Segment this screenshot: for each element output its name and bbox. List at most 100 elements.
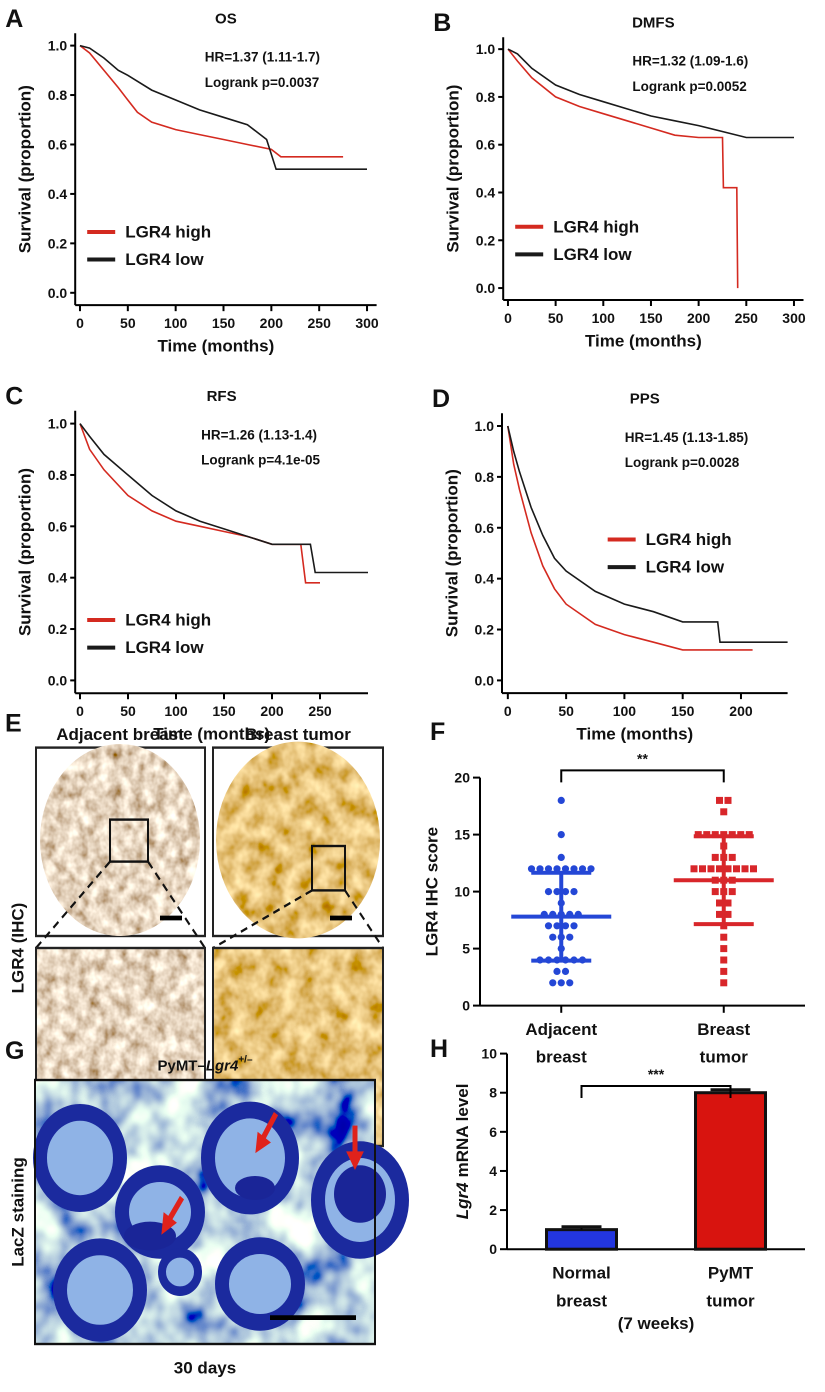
panel-label: C — [5, 382, 23, 410]
x-tick-label: 100 — [164, 703, 188, 719]
annotation: HR=1.32 (1.09-1.6) — [632, 54, 748, 69]
legend-label: LGR4 low — [553, 245, 632, 264]
x-tick-label: 150 — [212, 315, 236, 331]
dot — [724, 910, 732, 918]
x-tick-label: breast — [536, 1048, 587, 1067]
dot — [544, 888, 553, 896]
y-axis-label: Survival (proportion) — [443, 469, 462, 637]
legend-label: LGR4 low — [646, 558, 725, 577]
annotation: Logrank p=0.0037 — [205, 75, 319, 90]
dot — [728, 888, 736, 896]
significance: ** — [637, 750, 648, 766]
dot — [578, 865, 587, 873]
title-superscript: +/– — [238, 1054, 253, 1065]
x-tick-label: 100 — [592, 310, 616, 326]
dot — [536, 865, 544, 873]
dot — [549, 933, 557, 941]
dot — [716, 910, 723, 918]
legend-label: LGR4 high — [646, 530, 732, 549]
y-tick-label: 1.0 — [476, 41, 496, 57]
x-tick-label: 0 — [504, 703, 512, 719]
dot — [716, 865, 723, 873]
dot — [720, 945, 728, 953]
dot — [750, 865, 757, 873]
dot — [561, 888, 570, 896]
dot — [720, 967, 728, 975]
y-tick-label: 5 — [462, 941, 470, 957]
chart-title: RFS — [207, 388, 237, 405]
x-tick-label: 150 — [212, 703, 236, 719]
y-tick-label: 8 — [489, 1085, 497, 1101]
y-tick-label: 1.0 — [475, 418, 495, 434]
chart-title: DMFS — [632, 14, 675, 31]
x-tick-label: Adjacent — [525, 1020, 597, 1039]
annotation: Logrank p=0.0052 — [632, 79, 746, 94]
x-tick-label: 50 — [548, 310, 564, 326]
dot — [724, 796, 732, 804]
x-tick-label: 0 — [504, 310, 512, 326]
image-y-label: LacZ staining — [9, 1157, 28, 1267]
dot — [720, 956, 728, 964]
zoom-lines — [35, 860, 384, 950]
y-tick-label: 0.4 — [48, 186, 68, 202]
dot — [557, 831, 565, 839]
y-tick-label: 0 — [489, 1241, 497, 1257]
bar — [545, 1228, 618, 1251]
dot — [707, 865, 715, 873]
dot — [741, 865, 749, 873]
x-tick-label: PyMT — [708, 1264, 754, 1283]
y-tick-label: 0.0 — [48, 672, 68, 688]
y-tick-label: 0.2 — [476, 232, 496, 248]
dot — [728, 853, 736, 861]
zoom-box — [109, 818, 149, 863]
arrows — [161, 1111, 364, 1235]
x-tick-label: 50 — [120, 315, 136, 331]
dot — [711, 888, 719, 896]
x-axis-label: Time (months) — [153, 725, 270, 744]
x-tick-label: 100 — [164, 315, 188, 331]
survival-curve — [79, 44, 344, 158]
panel-label: H — [430, 1035, 448, 1063]
y-tick-label: 0.6 — [48, 518, 68, 534]
legend-label: LGR4 low — [125, 638, 204, 657]
panel-label: D — [432, 385, 450, 413]
x-tick-label: tumor — [706, 1291, 755, 1310]
y-label-gene: Lgr4 — [453, 1182, 472, 1219]
x-tick-label: 200 — [260, 315, 284, 331]
dot — [720, 808, 728, 816]
survival-curve — [507, 425, 788, 643]
y-axis-label: Survival (proportion) — [16, 85, 35, 253]
panel-label: B — [433, 9, 451, 37]
dot — [690, 865, 698, 873]
dot — [720, 933, 728, 941]
dot — [570, 888, 578, 896]
x-tick-label: 50 — [558, 703, 574, 719]
x-tick-label: 200 — [260, 703, 284, 719]
dot — [561, 865, 570, 873]
y-tick-label: 0.8 — [475, 469, 495, 485]
y-tick-label: 10 — [481, 1046, 497, 1062]
x-tick-label: 100 — [613, 703, 637, 719]
y-tick-label: 0.2 — [475, 622, 495, 638]
y-tick-label: 1.0 — [48, 416, 68, 432]
y-tick-label: 0.4 — [476, 184, 496, 200]
title-gene: Lgr4 — [206, 1057, 239, 1074]
survival-curve — [507, 48, 739, 289]
y-tick-label: 0.2 — [48, 621, 68, 637]
y-tick-label: 4 — [489, 1163, 497, 1179]
survival-curve — [79, 44, 367, 170]
dot — [724, 899, 732, 907]
y-tick-label: 0.8 — [476, 89, 496, 105]
image-artwork — [33, 741, 409, 1346]
annotation: Logrank p=4.1e-05 — [201, 452, 320, 467]
dot — [570, 865, 578, 873]
panel-label: G — [5, 1037, 24, 1065]
survival-curve — [507, 425, 753, 651]
panel-label: F — [430, 718, 445, 746]
image-header: Adjacent breast — [56, 725, 184, 744]
survival-curve — [79, 423, 320, 584]
y-axis-label: LGR4 IHC score — [423, 827, 442, 956]
x-tick-label: 150 — [639, 310, 663, 326]
dot — [716, 796, 723, 804]
